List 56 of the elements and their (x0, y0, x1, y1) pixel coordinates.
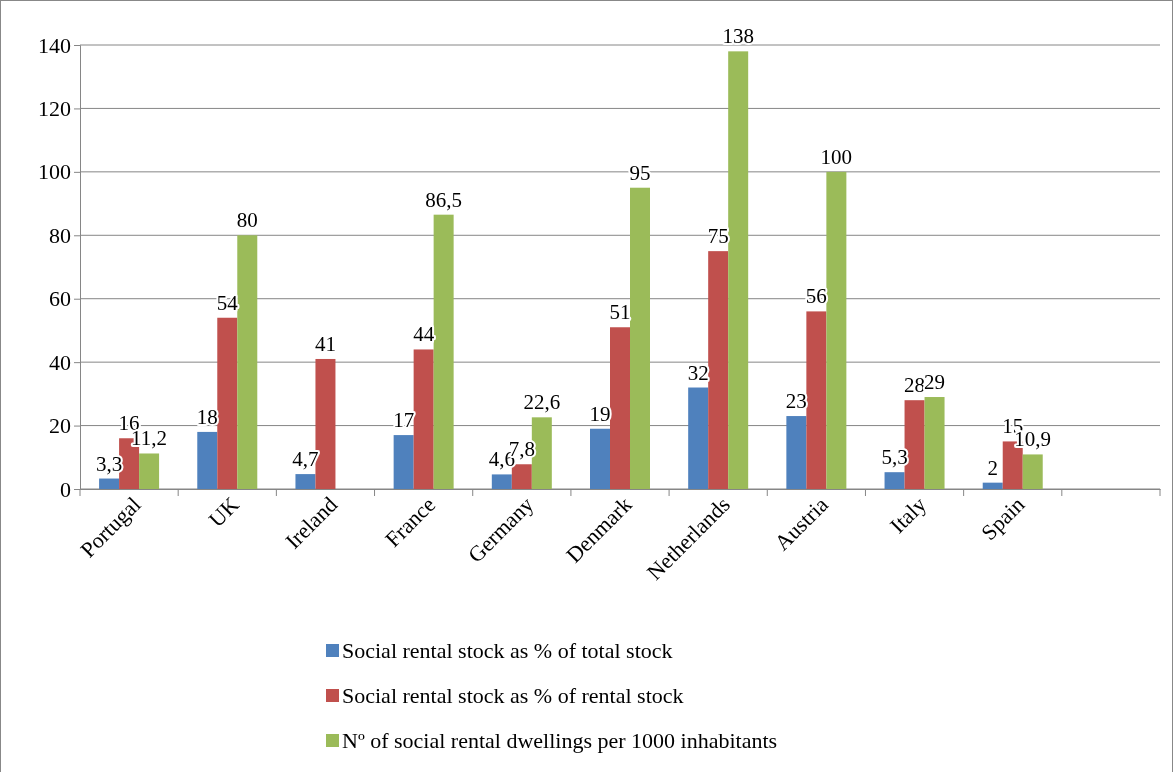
data-label: 138 (722, 24, 754, 49)
data-label: 19 (589, 401, 611, 426)
data-label: 56 (805, 284, 827, 309)
data-label: 22,6 (523, 390, 561, 415)
bar (924, 397, 945, 489)
data-label: 17 (393, 408, 415, 433)
y-tick-label: 100 (38, 159, 71, 185)
y-tick-label: 120 (38, 95, 71, 121)
bar (884, 472, 905, 489)
data-label: 54 (216, 290, 239, 315)
bar (433, 214, 454, 489)
bar (99, 478, 120, 489)
y-tick-label: 0 (60, 476, 71, 502)
bar (237, 235, 258, 489)
bar (630, 187, 650, 489)
bar (491, 474, 512, 489)
bar (708, 251, 729, 489)
bar (295, 474, 316, 489)
y-tick-label: 40 (49, 349, 71, 375)
data-label: 23 (785, 389, 807, 414)
bar (139, 453, 160, 489)
x-tick-label: UK (203, 491, 244, 533)
data-label: 28 (904, 373, 926, 398)
x-tick-label: Italy (884, 491, 932, 539)
data-label: 44 (413, 322, 435, 347)
bar (786, 416, 807, 489)
data-label: 95 (629, 160, 651, 185)
legend-label: Social rental stock as % of rental stock (342, 683, 684, 708)
data-label: 100 (820, 144, 853, 169)
data-label: 32 (687, 360, 709, 385)
bar (197, 431, 218, 489)
legend-label: Social rental stock as % of total stock (342, 638, 673, 663)
y-tick-label: 60 (49, 286, 71, 312)
data-label: 86,5 (425, 187, 463, 212)
bar (413, 349, 434, 489)
bar (688, 387, 709, 489)
legend-label: Nº of social rental dwellings per 1000 inhabitants (342, 728, 778, 753)
data-label: 41 (314, 331, 336, 356)
data-label: 51 (609, 300, 631, 325)
bar (610, 327, 630, 489)
bar (826, 171, 847, 489)
data-label: 75 (707, 224, 729, 249)
bar (1022, 454, 1043, 489)
bar (728, 51, 749, 489)
data-label: 18 (196, 404, 218, 429)
bar (982, 482, 1003, 489)
bar (393, 435, 414, 489)
bar (217, 317, 238, 489)
y-tick-label: 80 (49, 222, 71, 248)
bar (806, 311, 827, 489)
y-tick-label: 20 (49, 413, 71, 439)
data-label: 2 (987, 455, 998, 480)
bar (590, 428, 610, 489)
y-tick-label: 140 (38, 32, 71, 58)
data-label: 29 (924, 370, 946, 395)
data-label: 80 (236, 208, 258, 233)
